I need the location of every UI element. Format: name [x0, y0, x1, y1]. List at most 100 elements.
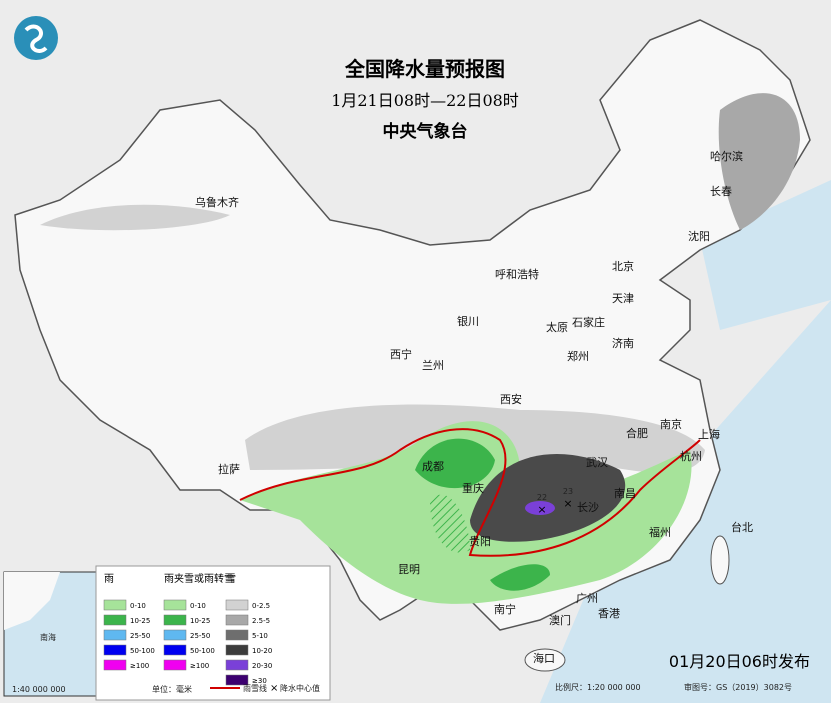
legend-swatch: [225, 614, 249, 626]
legend-group-title: 雪: [226, 573, 236, 585]
approval: 审图号：GS（2019）3082号: [684, 682, 792, 692]
city-label: 济南: [612, 336, 634, 350]
legend-label: 10-25: [190, 617, 210, 625]
legend-swatch: [103, 614, 127, 626]
center-value: 22: [537, 493, 547, 502]
legend-unit: 单位：毫米: [152, 684, 192, 694]
city-label: 福州: [649, 525, 671, 539]
legend-label: 25-50: [190, 632, 210, 640]
city-label: 北京: [612, 259, 634, 273]
city-label: 沈阳: [688, 229, 710, 243]
city-label: 太原: [546, 321, 568, 334]
legend-swatch: [163, 599, 187, 611]
snow-area: [40, 204, 230, 231]
rain-area: [240, 421, 692, 604]
city-label: 杭州: [680, 449, 702, 463]
city-label: 乌鲁木齐: [195, 195, 239, 209]
city-label: 哈尔滨: [710, 149, 743, 163]
subtitle: 1月21日08时—22日08时: [331, 91, 519, 110]
legend-swatch: [163, 644, 187, 656]
legend-swatch: [225, 674, 249, 686]
snow-area: [718, 93, 800, 230]
legend-swatch: [225, 644, 249, 656]
hainan: [524, 648, 566, 672]
city-label: 西安: [500, 392, 522, 406]
rain-snow-line: [239, 428, 701, 557]
legend-swatch: [163, 629, 187, 641]
legend-label: ≥100: [190, 662, 209, 670]
city-label: 台北: [731, 520, 753, 534]
legend-swatch: [163, 659, 187, 671]
legend-label: 50-100: [130, 647, 155, 655]
legend-swatch: [225, 599, 249, 611]
legend-swatch: [103, 599, 127, 611]
scale: 比例尺：1:20 000 000: [555, 682, 641, 692]
city-label: 银川: [457, 314, 479, 328]
city-label: 西宁: [390, 347, 412, 361]
snow-area: [525, 501, 555, 515]
legend-swatch: [103, 644, 127, 656]
city-label: 海口: [533, 651, 555, 665]
city-label: 成都: [422, 460, 444, 473]
city-label: 长春: [710, 185, 732, 198]
city-label: 上海: [698, 427, 720, 441]
city-label: 长沙: [577, 501, 599, 514]
legend-label: 25-50: [130, 632, 150, 640]
issued-time: 01月20日06时发布: [669, 652, 810, 671]
legend-label: 10-20: [252, 647, 272, 655]
legend-line-label: 雨雪线: [243, 683, 267, 693]
city-label: 广州: [576, 592, 598, 605]
title: 全国降水量预报图: [344, 57, 505, 81]
city-label: 石家庄: [572, 315, 605, 329]
sleet-area: [430, 494, 470, 553]
legend: [95, 565, 331, 701]
issuer: 中央气象台: [383, 121, 468, 142]
legend-label: 5-10: [252, 632, 268, 640]
legend-label: 50-100: [190, 647, 215, 655]
legend-label: ≥30: [252, 677, 267, 685]
legend-group-title: 雨夹雪或雨转雪: [164, 572, 234, 585]
rain-area: [415, 438, 495, 489]
legend-swatch: [225, 629, 249, 641]
snow-area: [470, 454, 626, 542]
legend-group-title: 雨: [104, 574, 114, 585]
legend-swatch: [163, 614, 187, 626]
rain-area: [490, 564, 550, 591]
legend-label: 0-10: [190, 602, 206, 610]
city-label: 澳门: [549, 613, 571, 627]
center-value: 23: [563, 487, 573, 496]
inset-scale: 1:40 000 000: [12, 685, 66, 694]
legend-label: 0-10: [130, 602, 146, 610]
city-label: 贵阳: [469, 535, 491, 548]
inset-land: [4, 572, 60, 630]
legend-swatch: [103, 629, 127, 641]
city-label: 拉萨: [218, 462, 240, 476]
legend-label: 0-2.5: [252, 602, 270, 610]
city-label: 香港: [598, 607, 620, 620]
city-label: 天津: [612, 292, 634, 305]
city-label: 兰州: [422, 359, 444, 372]
legend-center-mark: ×: [270, 683, 278, 694]
city-label: 武汉: [586, 456, 608, 469]
legend-swatch: [103, 659, 127, 671]
legend-label: 2.5-5: [252, 617, 270, 625]
center-mark: ×: [537, 503, 546, 516]
city-label: 呼和浩特: [495, 267, 539, 281]
logo: [24, 24, 48, 53]
legend-label: ≥100: [130, 662, 149, 670]
legend-center-label: 降水中心值: [280, 683, 320, 693]
city-label: 重庆: [462, 481, 484, 495]
city-label: 南昌: [614, 487, 636, 500]
city-label: 合肥: [626, 426, 648, 440]
city-label: 南宁: [494, 602, 516, 616]
city-label: 南京: [660, 417, 682, 431]
taiwan: [710, 535, 730, 585]
legend-label: 20-30: [252, 662, 272, 670]
legend-swatch: [225, 659, 249, 671]
legend-label: 10-25: [130, 617, 150, 625]
center-mark: ×: [563, 497, 572, 510]
city-label: 昆明: [398, 563, 420, 576]
inset-label: 南海: [40, 632, 56, 642]
city-label: 郑州: [567, 349, 589, 363]
